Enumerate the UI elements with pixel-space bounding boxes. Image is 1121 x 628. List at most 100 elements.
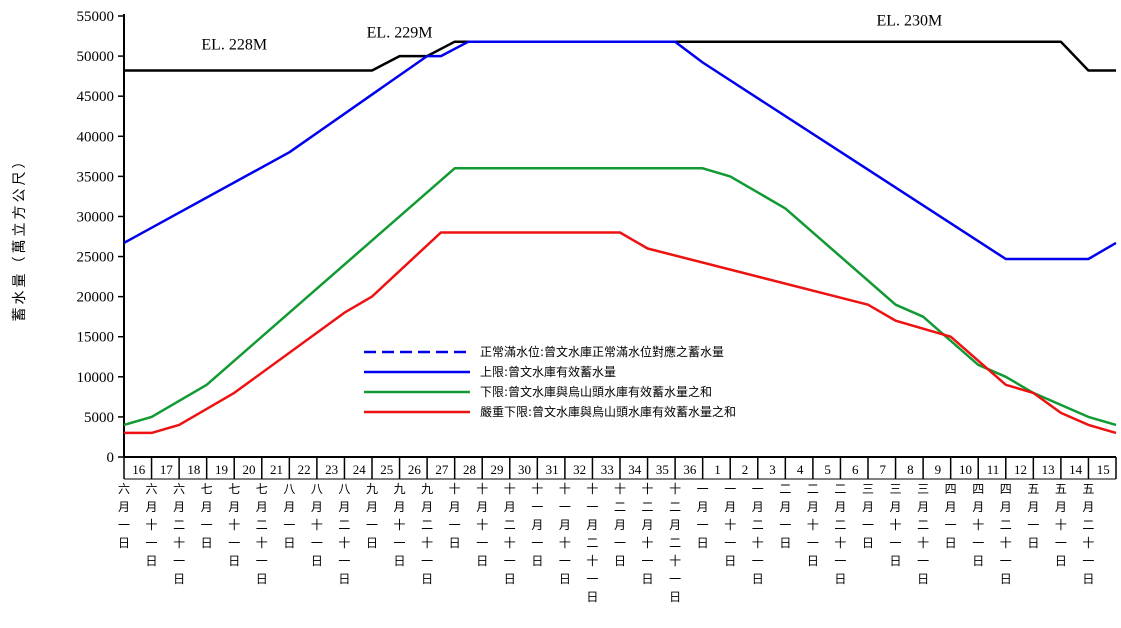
x-date-label: 十月二十一日 (504, 482, 516, 586)
y-tick-label: 30000 (77, 209, 115, 225)
y-tick-label: 10000 (77, 370, 115, 386)
x-period-label: 7 (880, 462, 887, 477)
x-date-label: 九月一日 (366, 482, 378, 550)
x-date-label: 一月一日 (697, 482, 709, 550)
x-period-label: 9 (935, 462, 942, 477)
elevation-label: EL. 228M (201, 37, 267, 54)
x-date-label: 八月一日 (283, 482, 295, 550)
series-lines (123, 40, 1117, 435)
x-date-label: 四月一日 (945, 482, 957, 550)
x-period-label: 33 (601, 462, 614, 477)
x-period-label: 12 (1014, 462, 1027, 477)
x-period-label: 29 (491, 462, 504, 477)
x-period-label: 20 (243, 462, 256, 477)
x-period-label: 6 (852, 462, 859, 477)
x-date-label: 十月一日 (449, 482, 461, 550)
x-period-label: 13 (1042, 462, 1055, 477)
x-date-label: 八月二十一日 (338, 482, 350, 586)
y-tick-label: 55000 (77, 9, 115, 25)
elevation-annotations: EL. 228M EL. 229M EL. 230M (201, 13, 942, 54)
series-line-3 (124, 231, 1117, 435)
x-tick-labels: 16 17 18 19 20 21 22 23 24 25 26 27 28 29 30 31 32 33 34 35… (118, 462, 1110, 604)
x-period-label: 16 (132, 462, 146, 477)
elevation-label: EL. 230M (876, 13, 942, 30)
x-period-label: 25 (380, 462, 393, 477)
x-period-label: 18 (187, 462, 200, 477)
legend-label: 下限:曾文水庫與烏山頭水庫有效蓄水量之和 (480, 384, 712, 399)
x-period-label: 32 (573, 462, 586, 477)
x-date-label: 五月一日 (1027, 482, 1039, 550)
y-tick-labels: 0 5000 10000 15000 20000 25000 30000 35000 40000… (77, 9, 115, 466)
x-date-label: 十一月十一日 (559, 482, 571, 586)
axes-layer (118, 14, 1117, 480)
x-period-label: 14 (1069, 462, 1083, 477)
x-period-label: 31 (546, 462, 559, 477)
legend-label: 上限:曾文水庫有效蓄水量 (480, 364, 616, 379)
y-tick-label: 25000 (77, 250, 115, 266)
x-date-label: 十月十一日 (476, 482, 488, 568)
x-period-label: 4 (797, 462, 804, 477)
series-line-0 (124, 40, 1116, 72)
y-tick-label: 45000 (77, 89, 115, 105)
x-date-label: 九月二十一日 (421, 482, 433, 586)
x-date-label: 四月二十一日 (1000, 482, 1012, 586)
y-tick-label: 20000 (77, 290, 115, 306)
x-period-label: 22 (298, 462, 311, 477)
legend-label: 嚴重下限:曾文水庫與烏山頭水庫有效蓄水量之和 (480, 404, 736, 419)
x-period-label: 27 (435, 462, 449, 477)
x-date-label: 七月十一日 (228, 482, 240, 568)
legend: 正常滿水位:曾文水庫正常滿水位對應之蓄水量上限:曾文水庫有效蓄水量下限:曾文水庫… (364, 344, 736, 419)
x-date-label: 六月二十一日 (173, 482, 185, 586)
x-period-label: 3 (769, 462, 776, 477)
x-period-label: 36 (683, 462, 697, 477)
x-date-label: 二月十一日 (807, 482, 819, 568)
x-date-label: 十一月一日 (531, 482, 543, 568)
x-date-label: 十一月二十一日 (586, 482, 598, 604)
y-axis-label: 蓄水量（萬立方公尺） (12, 152, 28, 322)
x-date-label: 十二月一日 (614, 482, 626, 568)
x-period-label: 19 (215, 462, 228, 477)
series-line-2 (123, 167, 1117, 427)
x-period-label: 10 (959, 462, 972, 477)
x-period-label: 24 (353, 462, 367, 477)
elevation-label: EL. 229M (367, 25, 433, 42)
x-date-label: 一月二十一日 (752, 482, 764, 586)
x-period-label: 2 (742, 462, 749, 477)
x-date-label: 十二月十一日 (642, 482, 654, 586)
y-tick-label: 50000 (77, 49, 115, 65)
x-date-label: 八月十一日 (311, 482, 323, 568)
x-date-label: 六月一日 (118, 482, 130, 550)
x-period-label: 8 (907, 462, 914, 477)
x-date-label: 三月一日 (862, 482, 874, 550)
y-tick-label: 5000 (84, 410, 114, 426)
x-date-label: 二月二十一日 (834, 482, 846, 586)
x-date-label: 七月二十一日 (256, 482, 268, 586)
x-date-label: 一月十一日 (724, 482, 736, 568)
x-period-label: 5 (824, 462, 831, 477)
x-date-label: 三月二十一日 (917, 482, 929, 586)
x-period-label: 34 (628, 462, 642, 477)
y-tick-label: 0 (107, 450, 115, 466)
series-line-1 (123, 40, 1117, 261)
x-date-label: 四月十一日 (972, 482, 984, 568)
x-period-label: 26 (408, 462, 422, 477)
x-date-label: 九月十一日 (394, 482, 406, 568)
x-period-label: 11 (987, 462, 1000, 477)
x-period-label: 17 (160, 462, 174, 477)
y-tick-label: 15000 (77, 330, 115, 346)
y-tick-label: 35000 (77, 169, 115, 185)
x-period-label: 1 (714, 462, 721, 477)
x-date-label: 三月十一日 (890, 482, 902, 568)
x-date-label: 五月十一日 (1055, 482, 1067, 568)
legend-label: 正常滿水位:曾文水庫正常滿水位對應之蓄水量 (480, 344, 724, 359)
x-period-label: 35 (656, 462, 669, 477)
x-period-label: 23 (325, 462, 338, 477)
y-tick-label: 40000 (77, 129, 115, 145)
x-date-label: 七月一日 (201, 482, 213, 550)
x-date-label: 六月十一日 (146, 482, 158, 568)
x-period-label: 15 (1097, 462, 1110, 477)
x-date-label: 五月二十一日 (1082, 482, 1094, 586)
x-period-label: 28 (463, 462, 476, 477)
x-period-label: 30 (518, 462, 531, 477)
